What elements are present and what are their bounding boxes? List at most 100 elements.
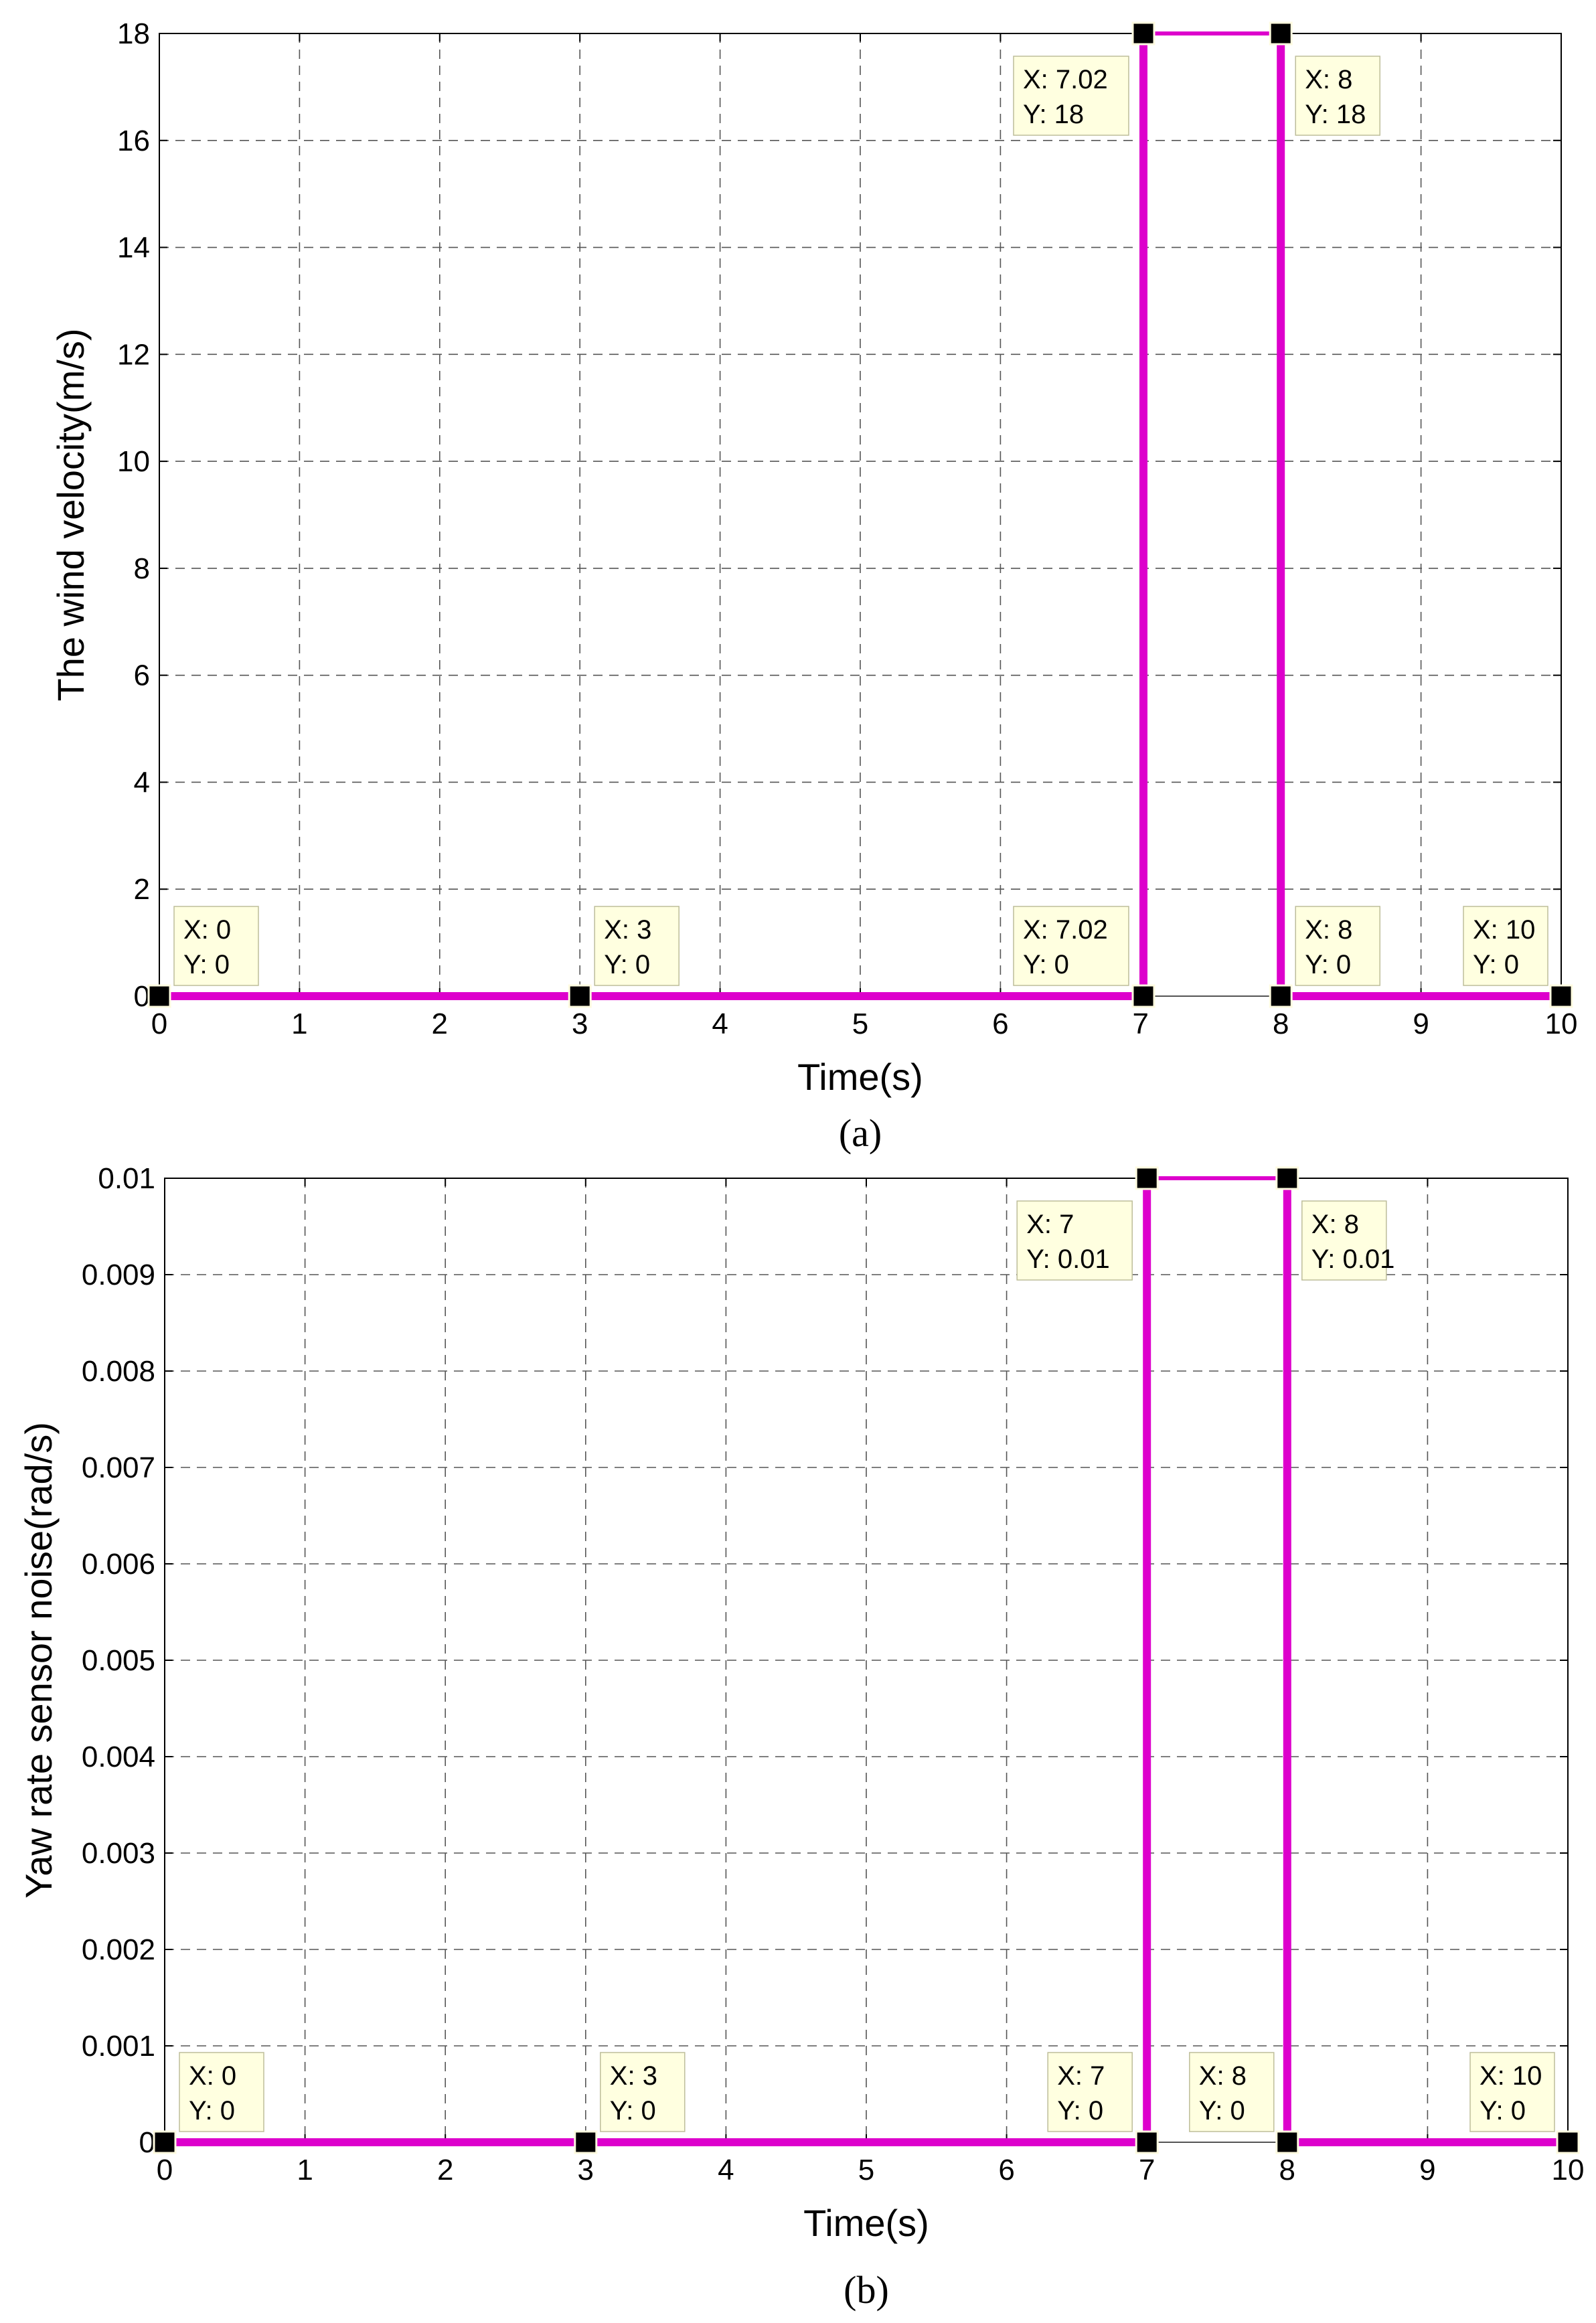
y-tick-label: 0.01 [98,1162,155,1195]
data-tip-x: X: 0 [183,915,231,945]
data-tip-y: Y: 0 [189,2096,235,2126]
data-tip-y: Y: 0 [1057,2096,1103,2126]
data-tip-box [173,906,259,986]
data-point-marker [1275,2130,1299,2154]
data-tip-y: Y: 0 [183,950,230,979]
y-axis-label-a: The wind velocity(m/s) [50,328,92,701]
data-tip-box [600,2052,686,2132]
data-tip-box [179,2052,264,2132]
y-tick-label: 0 [139,2126,155,2159]
plot-area-a [159,33,1562,997]
x-tick-label: 2 [437,2154,453,2186]
x-axis-label-b: Time(s) [803,2202,929,2244]
y-tick-label: 0 [134,980,150,1013]
data-tip-x: X: 7 [1057,2061,1105,2091]
x-tick-label: 0 [151,1008,167,1040]
panel-b: 0 1 2 3 4 5 6 7 8 9 10 0 0.001 0.002 0.003 0.004 0.005 0.… [17,1162,1585,2312]
data-point-marker [574,2130,598,2154]
data-tip-box [1047,2052,1133,2132]
data-tip-box [1295,906,1380,986]
y-tick-label: 0.002 [82,1933,155,1966]
data-tip-x: X: 7.02 [1023,915,1108,945]
data-tip-y: Y: 0.01 [1311,1245,1395,1274]
data-tip: X: 3 Y: 0 [594,906,680,986]
data-tip-x: X: 8 [1305,65,1352,94]
data-tip: X: 3 Y: 0 [600,2052,686,2132]
y-tick-label: 0.003 [82,1837,155,1870]
data-tip: X: 8 Y: 0.01 [1301,1200,1395,1281]
data-tip: X: 10 Y: 0 [1463,906,1548,986]
series-b [165,1176,1568,2146]
data-tip-x: X: 10 [1480,2061,1542,2091]
data-point-marker [1269,21,1293,46]
data-tip: X: 8 Y: 0 [1189,2052,1275,2132]
markers-b [153,1166,1580,2154]
y-tick-label: 18 [117,17,150,50]
x-tick-label: 7 [1139,2154,1155,2186]
data-point-marker [1556,2130,1580,2154]
data-tip-box [1469,2052,1555,2132]
data-tip-x: X: 8 [1311,1210,1359,1239]
x-tick-label: 5 [852,1008,868,1040]
data-tip-box [1016,1200,1133,1281]
y-tick-label: 16 [117,125,150,157]
datatips-a: X: 0Y: 0X: 3Y: 0X: 7.02Y: 0X: 8Y: 0X: 10… [173,56,1548,986]
data-tip: X: 7.02 Y: 18 [1013,56,1129,136]
data-tip-y: Y: 0 [1023,950,1069,979]
x-tick-label: 9 [1413,1008,1429,1040]
data-tip: X: 0 Y: 0 [173,906,259,986]
data-tip-x: X: 10 [1473,915,1535,945]
x-tick-label: 3 [578,2154,594,2186]
data-point-marker [1275,1166,1299,1190]
x-tick-label: 0 [157,2154,173,2186]
x-tick-label: 2 [432,1008,448,1040]
data-tip-y: Y: 0 [604,950,650,979]
data-tip: X: 8 Y: 0 [1295,906,1380,986]
y-tick-label: 0.006 [82,1548,155,1581]
data-tip-box [1013,906,1129,986]
y-tick-label: 0.007 [82,1451,155,1484]
data-tip: X: 7.02 Y: 0 [1013,906,1129,986]
y-tick-label: 14 [117,232,150,264]
grid-a [159,33,1561,996]
y-tick-label: 2 [134,873,150,906]
y-axis-label-b: Yaw rate sensor noise(rad/s) [17,1422,60,1899]
y-tick-label: 12 [117,338,150,371]
y-tick-label: 0.001 [82,2030,155,2063]
data-point-marker [1131,984,1155,1008]
x-tick-label: 6 [998,2154,1014,2186]
data-tip-box [1189,2052,1275,2132]
data-tip-box [1463,906,1548,986]
x-tick-label: 8 [1279,2154,1295,2186]
x-tick-label: 8 [1273,1008,1289,1040]
data-tip: X: 8 Y: 18 [1295,56,1380,136]
data-tip-y: Y: 0 [610,2096,656,2126]
y-tick-label: 8 [134,552,150,585]
x-tick-label: 5 [858,2154,874,2186]
data-tip-y: Y: 18 [1305,100,1366,129]
x-tick-label: 9 [1419,2154,1435,2186]
x-tick-label: 6 [992,1008,1008,1040]
x-tick-label: 4 [712,1008,728,1040]
data-tip-y: Y: 0 [1199,2096,1245,2126]
x-axis-label-a: Time(s) [797,1056,923,1098]
data-tip: X: 10 Y: 0 [1469,2052,1555,2132]
data-tip-x: X: 8 [1305,915,1352,945]
y-tick-label: 4 [134,766,150,799]
caption-a: (a) [839,1111,882,1155]
data-tip-box [1301,1200,1387,1281]
y-tick-label: 0.008 [82,1355,155,1388]
caption-b: (b) [844,2268,889,2312]
y-tick-label: 0.005 [82,1644,155,1677]
data-point-marker [1135,1166,1159,1190]
x-tick-label: 3 [572,1008,588,1040]
data-tip: X: 7 Y: 0.01 [1016,1200,1133,1281]
data-tip-x: X: 7.02 [1023,65,1108,94]
data-tip: X: 7 Y: 0 [1047,2052,1133,2132]
ticks-b: 0 1 2 3 4 5 6 7 8 9 10 0 0.001 0.002 0.003 0.004 0.005 0.… [82,1162,1585,2186]
data-point-marker [153,2130,177,2154]
data-tip-box [1013,56,1129,136]
